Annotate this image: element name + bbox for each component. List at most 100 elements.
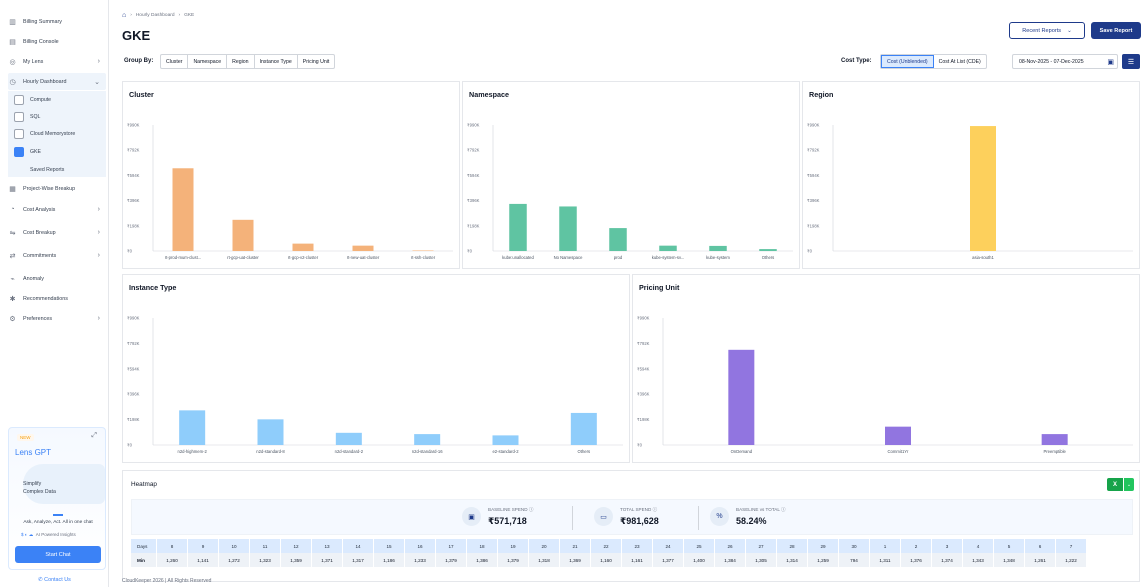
instance-type-bar[interactable] [335,432,362,445]
heatmap-value-cell[interactable]: 1,374 [932,553,963,567]
namespace-bar[interactable] [709,245,727,251]
heatmap-value-cell[interactable]: 1,317 [343,553,374,567]
sidebar-item-recommendations[interactable]: ✱ Recommendations [8,290,106,307]
instance-type-bar[interactable] [414,434,441,445]
heatmap-value-cell[interactable]: 1,371 [312,553,343,567]
chart-title: Region [809,90,834,99]
namespace-bar[interactable] [609,228,627,251]
new-badge: NEW [17,434,34,441]
heatmap-value-cell[interactable]: 1,377 [653,553,684,567]
sidebar-subitem-saved-reports[interactable]: Saved Reports [14,161,104,178]
heatmap-value-cell[interactable]: 1,259 [808,553,839,567]
heatmap-value-cell[interactable]: 1,222 [1056,553,1087,567]
namespace-bar[interactable] [559,206,577,251]
namespace-bar[interactable] [509,203,527,251]
lens-gpt-simplify: Simplify Complex Data [23,480,56,496]
heatmap-day-cell: 24 [653,539,684,553]
heatmap-value-cell[interactable]: 1,260 [157,553,188,567]
heatmap-value-cell[interactable]: 1,318 [529,553,560,567]
sidebar-item-preferences[interactable]: ⚙ Preferences › [8,310,106,327]
heatmap-value-cell[interactable]: 1,261 [1025,553,1056,567]
sidebar-item-commitments[interactable]: ⇄ Commitments › [8,247,106,264]
sidebar-subitem-sql[interactable]: SQL [14,108,104,125]
heatmap-value-cell[interactable]: 1,141 [188,553,219,567]
date-range-picker[interactable]: 08-Nov-2025 - 07-Dec-2025 ▣ [1012,54,1118,69]
sidebar-item-billing-console[interactable]: ▤ Billing Console [8,33,106,50]
instance-type-bar[interactable] [179,410,206,445]
instance-type-bar[interactable] [492,435,519,445]
start-chat-button[interactable]: Start Chat [15,546,101,563]
heatmap-value-cell[interactable]: 1,376 [901,553,932,567]
heatmap-value-cell[interactable]: 1,379 [498,553,529,567]
cluster-bar[interactable] [292,243,314,251]
heatmap-value-cell[interactable]: 1,314 [777,553,808,567]
home-icon[interactable]: ⌂ [122,12,127,19]
heatmap-value-cell[interactable]: 1,348 [994,553,1025,567]
expand-icon[interactable]: ⤢ [91,432,97,439]
heatmap-grid: Days 8 9 10 11 12 13 14 15 16 17 18 19 20 21 22 23 24 25 2… [131,539,1133,567]
cluster-bar[interactable] [412,250,434,251]
heatmap-value-cell[interactable]: 1,343 [963,553,994,567]
pricing-unit-bar[interactable] [1041,434,1068,445]
sidebar-item-cost-analysis[interactable]: ◔ Cost Analysis › [8,201,106,218]
pricing-unit-bar[interactable] [728,349,755,445]
heatmap-value-cell[interactable]: 1,323 [250,553,281,567]
heatmap-value-cell[interactable]: 794 [839,553,870,567]
cost-type-list[interactable]: Cost At List (CDE) [938,58,981,65]
instance-type-bar[interactable] [570,412,597,445]
info-icon[interactable]: ⓘ [528,507,534,512]
recent-reports-button[interactable]: Recent Reports ⌄ [1009,22,1085,39]
sidebar-item-hourly-dashboard[interactable]: ◷ Hourly Dashboard ⌄ [8,73,106,90]
heatmap-value-cell[interactable]: 1,272 [219,553,250,567]
namespace-bar[interactable] [759,249,777,251]
sidebar-subitem-compute[interactable]: Compute [14,91,104,108]
heatmap-value-cell[interactable]: 1,233 [405,553,436,567]
heatmap-value-cell[interactable]: 1,160 [591,553,622,567]
instance-type-chart-card: Instance Type ₹0 ₹198K ₹396K ₹594K ₹792K ₹990… [122,274,630,463]
heatmap-value-cell[interactable]: 1,359 [281,553,312,567]
cost-type-unblended[interactable]: Cost (Unblended) [881,55,934,68]
heatmap-value-cell[interactable]: 1,400 [684,553,715,567]
heatmap-value-cell[interactable]: 1,379 [436,553,467,567]
breadcrumb-item[interactable]: Hourly Dashboard [135,13,175,18]
heatmap-value-cell[interactable]: 1,161 [622,553,653,567]
heatmap-value-cell[interactable]: 1,369 [560,553,591,567]
region-bar[interactable] [970,126,996,251]
heatmap-value-cell[interactable]: 1,386 [467,553,498,567]
sidebar-item-cost-breakup[interactable]: ⇋ Cost Breakup › [8,224,106,241]
pricing-unit-bar[interactable] [885,426,911,445]
contact-us-link[interactable]: ✆ Contact Us [0,577,109,583]
group-by-pricing-unit[interactable]: Pricing Unit [302,58,330,65]
heatmap-value-cell[interactable]: 1,305 [746,553,777,567]
cluster-bar[interactable] [352,245,374,251]
info-icon[interactable]: ⓘ [652,507,658,512]
sidebar-item-anomaly[interactable]: ⌁ Anomaly [8,270,106,287]
export-options-button[interactable]: ⌄ [1124,478,1134,491]
region-chart-card: Region ₹0 ₹198K ₹396K ₹594K ₹792K ₹990K asia-s… [802,81,1140,269]
excel-export-button[interactable]: X [1107,478,1123,491]
group-by-region[interactable]: Region [227,55,255,68]
cluster-bar[interactable] [172,168,194,251]
sliders-icon: ☰ [1127,58,1135,66]
save-report-button[interactable]: Save Report [1091,22,1141,39]
group-by-cluster[interactable]: Cluster [161,55,189,68]
sidebar-item-billing-summary[interactable]: ▥ Billing Summary [8,13,106,30]
heatmap-value-cell[interactable]: 1,384 [715,553,746,567]
sidebar-subitem-cloud-memorystore[interactable]: Cloud Memorystore [14,125,104,142]
heatmap-value-cell[interactable]: 1,311 [870,553,901,567]
carousel-indicator[interactable] [53,514,63,516]
pricing-unit-chart-card: Pricing Unit ₹0 ₹198K ₹396K ₹594K ₹792K ₹990K… [632,274,1140,463]
sidebar-subitem-gke[interactable]: GKE [14,143,104,160]
sidebar-item-my-lens[interactable]: ◎ My Lens › [8,53,106,70]
y-tick-label: ₹792K [467,148,480,153]
instance-type-bar[interactable] [257,419,284,445]
info-icon[interactable]: ⓘ [781,507,786,512]
heatmap-value-cell[interactable]: 1,186 [374,553,405,567]
group-by-instance-type[interactable]: Instance Type [255,55,298,68]
filter-settings-button[interactable]: ☰ [1122,54,1140,69]
namespace-bar[interactable] [659,245,677,251]
sidebar-item-project-wise-breakup[interactable]: ▦ Project-Wise Breakup [8,180,106,197]
calendar-icon[interactable]: ▣ [1107,58,1114,66]
cluster-bar[interactable] [232,219,254,251]
group-by-namespace[interactable]: Namespace [188,55,228,68]
